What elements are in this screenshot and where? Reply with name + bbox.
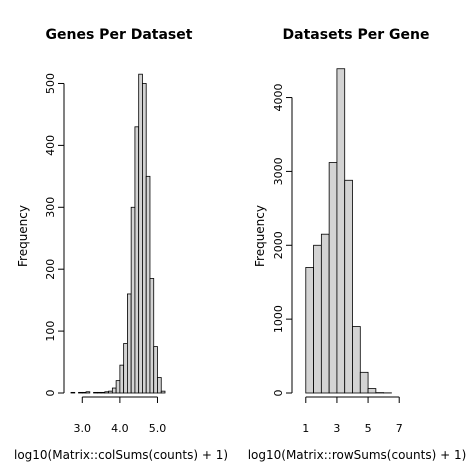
y-axis-label: Frequency [253, 205, 267, 267]
histogram-bar [313, 244, 322, 394]
histogram-bar [119, 364, 125, 394]
histogram-bar [336, 68, 346, 394]
x-tick-label: 5.0 [149, 422, 167, 435]
x-axis-label: log10(Matrix::colSums(counts) + 1) [14, 448, 228, 462]
histogram-datasets-per-gene: Datasets Per Gene log10(Matrix::rowSums(… [248, 27, 467, 462]
histogram-bar [320, 233, 330, 394]
histogram-bar [100, 391, 106, 394]
chart-title: Datasets Per Gene [283, 27, 430, 43]
histogram-bar [123, 343, 128, 394]
x-tick-label: 3 [333, 422, 340, 435]
histogram-bar [328, 162, 338, 394]
y-axis-label: Frequency [16, 205, 30, 267]
histogram-bar [138, 73, 143, 394]
y-tick-label: 0 [272, 390, 285, 397]
histogram-bar [149, 278, 155, 394]
x-tick-label: 1 [302, 422, 309, 435]
histogram-bar [85, 391, 91, 394]
chart-title: Genes Per Dataset [46, 27, 193, 43]
x-tick-label: 7 [396, 422, 403, 435]
y-axis: 0 100 200 300 400 500 [44, 73, 65, 397]
y-tick-label: 300 [44, 197, 57, 218]
y-axis: 0 1000 2000 3000 4000 [272, 84, 293, 397]
x-tick-label: 4.0 [111, 422, 129, 435]
x-tick-label: 5 [365, 422, 372, 435]
histogram-bar [108, 390, 113, 394]
y-tick-label: 4000 [272, 84, 285, 112]
y-tick-label: 500 [44, 73, 57, 94]
histogram-bar [111, 387, 117, 394]
x-axis-label: log10(Matrix::rowSums(counts) + 1) [248, 448, 467, 462]
histogram-bar [134, 126, 140, 394]
bars [305, 68, 392, 394]
y-tick-label: 400 [44, 135, 57, 156]
histogram-bar [142, 83, 147, 394]
histogram-bar [78, 391, 83, 394]
x-axis: 3.0 4.0 5.0 [74, 396, 167, 435]
y-tick-label: 1000 [272, 305, 285, 333]
bars [70, 73, 166, 394]
histogram-bar [344, 179, 353, 394]
histogram-bar [160, 390, 166, 394]
histogram-bar [93, 391, 98, 394]
histogram-bar [127, 293, 132, 394]
x-tick-label: 3.0 [74, 422, 92, 435]
histogram-bar [157, 377, 162, 394]
histogram-bar [104, 391, 109, 394]
histogram-bar [115, 380, 121, 394]
y-tick-label: 100 [44, 321, 57, 342]
y-tick-label: 200 [44, 259, 57, 280]
histogram-bar [81, 391, 87, 394]
y-tick-label: 0 [44, 390, 57, 397]
histogram-bar [367, 388, 377, 394]
y-tick-label: 3000 [272, 157, 285, 185]
histogram-bar [359, 371, 369, 394]
histogram-bar [305, 267, 314, 394]
histogram-bar [352, 326, 361, 394]
x-axis: 1 3 5 7 [302, 396, 403, 435]
histogram-genes-per-dataset: Genes Per Dataset log10(Matrix::colSums(… [14, 27, 228, 462]
histogram-bar [153, 346, 158, 394]
histogram-bar [96, 391, 102, 394]
y-tick-label: 2000 [272, 231, 285, 259]
histogram-bar [70, 391, 76, 394]
histogram-bar [130, 206, 136, 394]
histogram-bar [145, 175, 151, 394]
